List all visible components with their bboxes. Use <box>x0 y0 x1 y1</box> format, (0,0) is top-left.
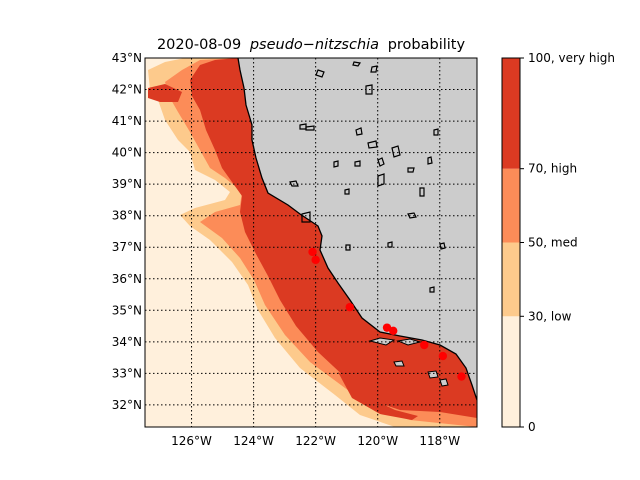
y-tick-label: 33°N <box>112 366 142 380</box>
station-markers <box>308 247 466 381</box>
colorbar-tick-label: 30, low <box>528 309 572 323</box>
colorbar-tick-label: 70, high <box>528 162 577 176</box>
station-marker <box>311 255 320 265</box>
colorbar-tick-label: 100, very high <box>528 51 615 65</box>
chart-title: 2020-08-09 pseudo−nitzschia probability <box>157 37 466 53</box>
y-tick-label: 38°N <box>112 209 142 223</box>
colorbar: 0 30, low 50, med 70, high 100, very high <box>501 51 615 434</box>
channel-island <box>427 370 439 379</box>
station-marker <box>389 326 398 336</box>
station-marker <box>457 372 466 381</box>
x-tick-label: 122°W <box>295 434 336 448</box>
x-tick-label: 126°W <box>171 434 212 448</box>
y-tick-label: 40°N <box>112 146 142 160</box>
station-marker <box>420 340 429 350</box>
colorbar-segment <box>502 58 520 169</box>
land-region <box>238 58 477 400</box>
y-tick-label: 32°N <box>112 398 142 412</box>
very-high-patch-north <box>148 84 182 102</box>
colorbar-tick-label: 50, med <box>528 236 578 250</box>
title-species: pseudo−nitzschia <box>249 37 379 53</box>
colorbar-tick-label: 0 <box>528 420 536 434</box>
y-tick-label: 37°N <box>112 240 142 254</box>
y-tick-label: 36°N <box>112 272 142 286</box>
y-tick-label: 43°N <box>112 51 142 65</box>
y-tick-label: 34°N <box>112 335 142 349</box>
colorbar-segment <box>502 316 520 427</box>
y-tick-label: 41°N <box>112 114 142 128</box>
station-marker <box>438 351 448 361</box>
y-tick-label: 42°N <box>112 83 142 97</box>
map-area <box>145 58 477 427</box>
coastline <box>237 58 477 401</box>
station-marker <box>382 323 392 332</box>
x-tick-label: 124°W <box>233 434 274 448</box>
colorbar-segment <box>502 242 520 317</box>
very-high-probability-region <box>190 58 477 418</box>
y-axis: 32°N 33°N 34°N 35°N 36°N 37°N 38°N 39°N 40°N 41°N… <box>112 51 142 412</box>
title-date: 2020-08-09 <box>157 37 241 53</box>
colorbar-segment <box>502 168 520 243</box>
x-tick-label: 120°W <box>357 434 398 448</box>
grid-lines <box>145 58 477 427</box>
channel-island <box>439 378 449 387</box>
channel-island <box>393 360 405 367</box>
title-suffix: probability <box>388 37 466 53</box>
inland-lakes <box>289 61 446 293</box>
station-marker <box>308 247 317 257</box>
station-marker <box>345 302 354 312</box>
y-tick-label: 39°N <box>112 177 142 191</box>
y-tick-label: 35°N <box>112 303 142 317</box>
map-frame <box>144 57 478 428</box>
x-axis: 126°W 124°W 122°W 120°W 118°W <box>171 434 460 448</box>
x-tick-label: 118°W <box>419 434 460 448</box>
